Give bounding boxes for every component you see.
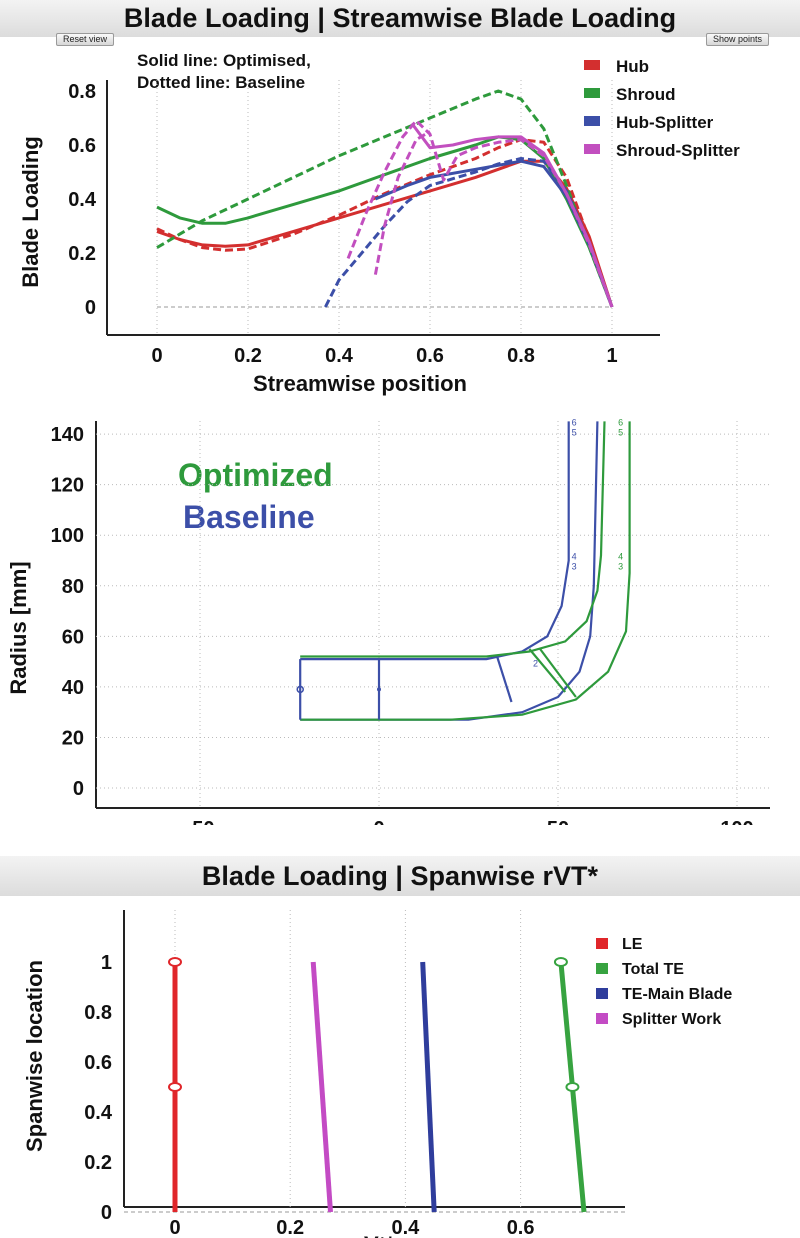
meridional-line (300, 421, 606, 658)
series-marker (553, 957, 568, 967)
meridional-line (528, 648, 567, 693)
meridional-line (300, 421, 599, 721)
y-tick-label: 1 (101, 952, 112, 974)
y-tick-label: 0.8 (68, 81, 96, 103)
y-tick-label: 0.6 (84, 1052, 112, 1074)
x-tick-label: 0.8 (507, 345, 535, 367)
y-tick-label: 120 (51, 475, 84, 497)
series-line-shroud-splitter-dashed (373, 130, 431, 275)
x-tick-label: 0.2 (234, 345, 262, 367)
x-tick-label: 0.4 (391, 1217, 420, 1238)
x-tick-label: 0 (373, 818, 384, 825)
legend-swatch (596, 1013, 608, 1024)
series-marker (168, 957, 182, 967)
y-tick-label: 0.4 (68, 189, 97, 211)
series-line-hub-splitter-solid (374, 159, 614, 308)
station-label: 3 (618, 562, 623, 572)
legend-label: Shroud-Splitter (616, 141, 740, 160)
legend-label: Hub (616, 57, 649, 76)
legend-label: Hub-Splitter (616, 113, 714, 132)
y-tick-label: 0.6 (68, 135, 96, 157)
x-axis-title: rVt* (355, 1232, 395, 1238)
legend-label: Total TE (622, 961, 684, 978)
series-line-shroud-dashed (156, 89, 614, 308)
series-line-shroud-solid (156, 135, 614, 308)
x-tick-label: 0.4 (325, 345, 354, 367)
reset-view-button[interactable]: Reset view (56, 33, 115, 46)
meridional-chart[interactable]: Optimized Baseline -50 0 50 100 0 20 40 60 80 100… (0, 415, 800, 825)
spanwise-chart[interactable]: 0 0.2 0.4 0.6 0 0.2 0.4 0.6 0.8 1 rVt* Spanwise loc… (0, 896, 800, 1238)
series-marker (565, 1082, 580, 1093)
legend-label: Splitter Work (622, 1011, 721, 1028)
panel1-title: Blade Loading | Streamwise Blade Loading (0, 0, 800, 37)
y-axis-title: Radius [mm] (6, 561, 31, 694)
y-tick-label: 40 (62, 677, 84, 699)
series-line-splitter-work (310, 961, 333, 1213)
legend-swatch (584, 88, 600, 98)
legend-swatch (584, 116, 600, 126)
x-axis-title: Streamwise position (253, 371, 467, 396)
station-label: 3 (572, 562, 577, 572)
legend-label: Shroud (616, 85, 676, 104)
station-label: 6 (572, 417, 577, 427)
station-label: 2 (533, 659, 538, 669)
meridional-line (496, 656, 513, 703)
station-label: 4 (618, 551, 623, 561)
station-label: 5 (618, 428, 623, 438)
y-tick-label: 100 (51, 525, 84, 547)
series-line-shroud-splitter-dashed (346, 119, 614, 308)
x-tick-label: 50 (547, 818, 569, 825)
y-axis-title: Spanwise location (22, 960, 47, 1152)
baseline-label: Baseline (183, 499, 315, 535)
station-label: 4 (572, 551, 577, 561)
y-tick-label: 20 (62, 727, 84, 749)
legend-swatch (596, 963, 608, 974)
chart-note-line2: Dotted line: Baseline (137, 73, 305, 92)
legend-label: LE (622, 936, 643, 953)
x-tick-label: -50 (186, 818, 215, 825)
y-tick-label: 0 (101, 1202, 112, 1224)
y-tick-label: 0.2 (84, 1152, 112, 1174)
station-label: 6 (618, 417, 623, 427)
inlet-marker (377, 687, 381, 692)
x-tick-label: 100 (720, 818, 753, 825)
y-tick-label: 0 (73, 778, 84, 800)
x-tick-label: 0.6 (507, 1217, 535, 1238)
meridional-line (300, 421, 631, 721)
x-tick-label: 0 (169, 1217, 180, 1238)
y-tick-label: 0.2 (68, 243, 96, 265)
y-tick-label: 140 (51, 424, 84, 446)
y-axis-title: Blade Loading (18, 136, 43, 288)
inlet-marker (296, 685, 304, 694)
series-line-te-main-blade (420, 961, 437, 1213)
y-tick-label: 0.8 (84, 1002, 112, 1024)
panel3-title: Blade Loading | Spanwise rVT* (0, 856, 800, 896)
meridional-line (539, 648, 577, 698)
streamwise-chart[interactable]: Solid line: Optimised, Dotted line: Base… (0, 37, 800, 437)
chart-note-line1: Solid line: Optimised, (137, 51, 311, 70)
legend-label: TE-Main Blade (622, 986, 732, 1003)
show-points-button[interactable]: Show points (706, 33, 770, 46)
meridional-line (300, 421, 570, 661)
legend-swatch (596, 938, 608, 949)
y-tick-label: 0.4 (84, 1102, 113, 1124)
legend-swatch (584, 144, 600, 154)
y-tick-label: 60 (62, 626, 84, 648)
x-tick-label: 0.6 (416, 345, 444, 367)
y-tick-label: 0 (85, 297, 96, 319)
x-tick-label: 0 (151, 345, 162, 367)
x-tick-label: 0.2 (276, 1217, 304, 1238)
legend-swatch (596, 988, 608, 999)
station-label: 5 (572, 428, 577, 438)
y-tick-label: 80 (62, 576, 84, 598)
x-tick-label: 1 (606, 345, 617, 367)
optimized-label: Optimized (178, 457, 333, 493)
legend-swatch (584, 60, 600, 70)
series-marker (168, 1082, 182, 1093)
